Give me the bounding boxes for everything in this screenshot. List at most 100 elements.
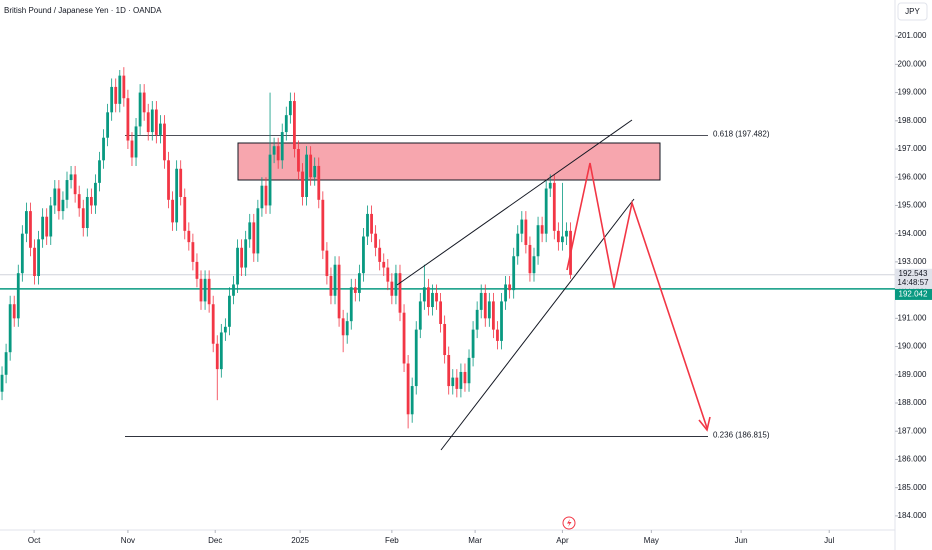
candle — [435, 284, 438, 310]
candle — [309, 146, 313, 186]
event-icon-bolt — [567, 519, 572, 527]
candle-body — [508, 284, 512, 291]
candle-body — [512, 256, 516, 291]
candle-body — [228, 295, 231, 327]
candle — [357, 264, 361, 302]
x-tick-label: Dec — [208, 536, 222, 545]
candle-body — [337, 264, 341, 319]
candle-body — [134, 126, 138, 158]
currency: JPY — [905, 7, 920, 16]
candle-body — [65, 180, 69, 200]
candle — [268, 92, 272, 214]
candle-body — [366, 213, 369, 237]
candle-body — [41, 216, 45, 240]
candle — [516, 225, 520, 265]
candle — [219, 323, 223, 378]
candle-body — [288, 101, 292, 116]
candle-body — [24, 211, 28, 234]
candle-body — [544, 188, 548, 234]
candle — [345, 312, 349, 344]
candle-body — [349, 287, 353, 322]
candle-body — [524, 219, 528, 245]
candle-body — [422, 287, 426, 302]
candle-body — [410, 386, 414, 415]
candle — [536, 216, 540, 265]
candle — [4, 343, 8, 384]
last-price-box — [895, 268, 932, 289]
candle — [427, 278, 430, 316]
candle-body — [29, 211, 32, 248]
candle — [556, 222, 560, 251]
candle-body — [435, 292, 438, 302]
candle — [199, 270, 203, 310]
candle-body — [49, 205, 53, 237]
candle — [422, 264, 426, 310]
y-tick-label: 187.000 — [898, 426, 927, 435]
candle — [150, 101, 154, 141]
currency-box[interactable] — [897, 2, 928, 21]
candle — [382, 253, 386, 277]
candle — [552, 174, 556, 240]
candle-body — [110, 86, 114, 113]
candle — [337, 256, 341, 327]
candle — [29, 202, 32, 257]
candle-body — [321, 199, 325, 251]
candle-body — [20, 233, 24, 274]
candle — [159, 115, 162, 144]
candle-body — [94, 182, 97, 206]
candle — [540, 216, 544, 243]
y-tick-label: 191.000 — [898, 313, 927, 322]
candle — [211, 295, 215, 353]
candle-body — [427, 287, 430, 308]
candle-body — [61, 199, 65, 212]
candle-body — [187, 230, 191, 243]
candle — [353, 278, 357, 302]
candle-body — [293, 101, 296, 150]
x-tick-label: 2025 — [291, 536, 309, 545]
candle — [85, 188, 89, 237]
candle-body — [390, 281, 394, 296]
candle-body — [552, 182, 556, 231]
candle — [301, 163, 304, 206]
candle — [138, 84, 142, 135]
candle — [548, 174, 552, 197]
candle-body — [431, 292, 434, 308]
candle-body — [374, 233, 378, 248]
y-tick-label: 193.000 — [898, 257, 927, 266]
fib-label: 0.618 (197.482) — [713, 130, 770, 139]
candle-body — [463, 371, 467, 384]
candle — [451, 369, 455, 395]
candle — [333, 256, 337, 305]
candle — [183, 188, 187, 240]
candle-body — [528, 244, 532, 274]
candle-body — [341, 318, 345, 336]
candle — [471, 321, 475, 367]
candle-body — [260, 185, 264, 209]
axes: 184.000 185.000 186.000 187.000 188.000 189.0… — [28, 31, 932, 545]
candle — [203, 270, 207, 310]
y-tick-label: 200.000 — [898, 59, 927, 68]
candle — [293, 92, 296, 158]
candle-body — [207, 278, 211, 305]
candle — [134, 117, 138, 166]
candle-body — [232, 284, 235, 296]
candle-body — [394, 273, 398, 296]
candle — [154, 101, 158, 144]
candle-body — [118, 75, 122, 104]
candle-body — [500, 301, 503, 341]
candle-body — [264, 185, 268, 206]
candle — [487, 292, 491, 327]
candle-body — [386, 267, 390, 282]
candle-body — [69, 174, 73, 181]
candle — [508, 276, 512, 299]
candle-body — [471, 329, 475, 358]
trend-line — [396, 119, 633, 286]
candle-body — [57, 188, 61, 212]
candle-body — [520, 219, 524, 234]
candle-body — [536, 225, 540, 257]
y-tick-label: 189.000 — [898, 370, 927, 379]
candle-body — [272, 146, 276, 155]
candle-body — [443, 323, 447, 356]
candle — [252, 213, 256, 262]
candle — [479, 284, 483, 319]
